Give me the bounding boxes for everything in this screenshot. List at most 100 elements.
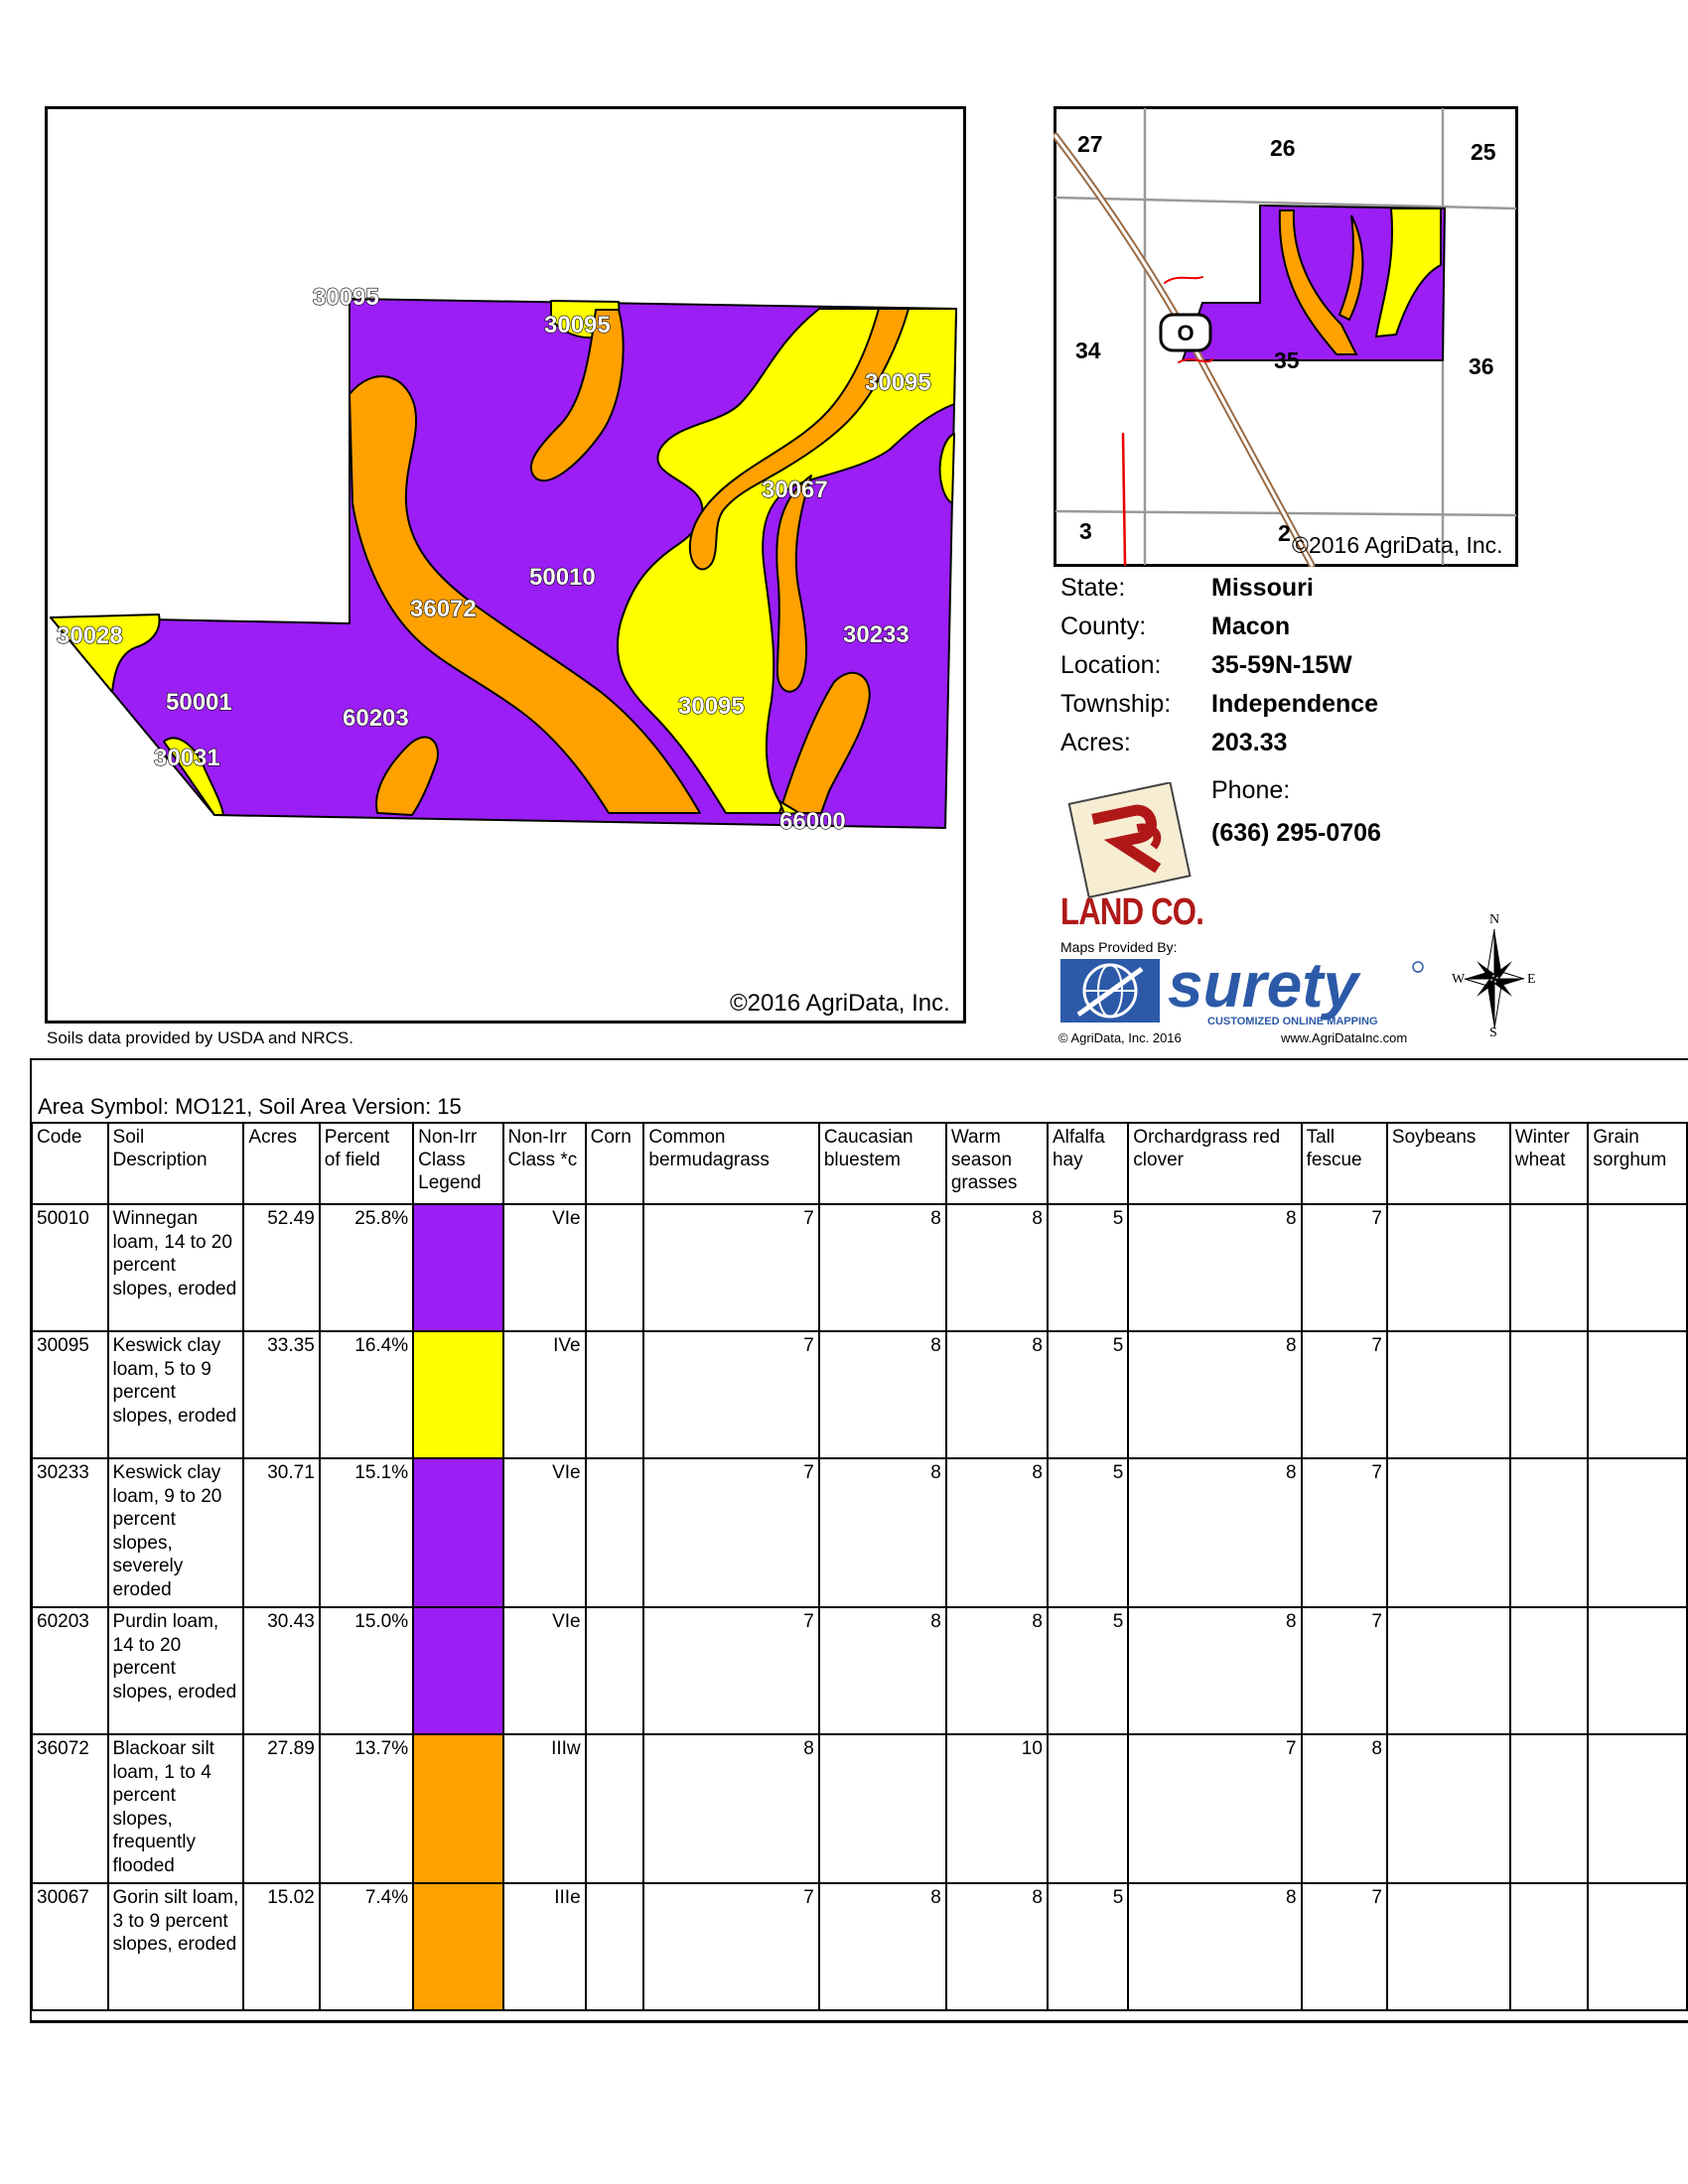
header-bermudagrass: Common bermudagrass	[642, 1122, 820, 1205]
table-row: 30233 Keswick clay loam, 9 to 20 percent …	[31, 1457, 1688, 1608]
row-tall-fescue: 7	[1300, 1330, 1388, 1459]
section-number: 25	[1471, 139, 1496, 165]
row-class: IVe	[501, 1330, 587, 1459]
row-percent: 16.4%	[318, 1330, 415, 1459]
soil-polygon-30067	[688, 308, 910, 571]
soil-label: 30028	[57, 622, 123, 649]
row-acres: 52.49	[242, 1203, 321, 1332]
row-bermudagrass: 7	[642, 1330, 820, 1459]
header-code: Code	[31, 1122, 109, 1205]
row-tall-fescue: 7	[1300, 1606, 1388, 1735]
soil-polygon-66000	[778, 800, 800, 815]
row-alfalfa: 5	[1046, 1606, 1130, 1735]
row-code: 36072	[31, 1733, 109, 1884]
row-soybeans	[1385, 1330, 1511, 1459]
header-soil-description: Soil Description	[106, 1122, 245, 1205]
state-label: State:	[1060, 574, 1126, 602]
row-alfalfa	[1046, 1733, 1130, 1884]
row-code: 30067	[31, 1882, 109, 2011]
row-orchardgrass: 8	[1127, 1203, 1303, 1332]
row-bluestem: 8	[817, 1882, 947, 2011]
row-percent: 25.8%	[318, 1203, 415, 1332]
soil-label: 36072	[410, 596, 477, 622]
section-number: 36	[1469, 353, 1494, 379]
soil-label: 66000	[779, 808, 846, 835]
acres-value: 203.33	[1211, 729, 1288, 756]
row-acres: 15.02	[242, 1882, 321, 2011]
row-percent: 15.1%	[318, 1457, 415, 1608]
row-grain-sorghum	[1587, 1733, 1688, 1884]
row-description: Keswick clay loam, 9 to 20 percent slope…	[106, 1457, 245, 1608]
soil-label: 60203	[343, 705, 409, 732]
township-label: Township:	[1060, 690, 1172, 718]
section-number: 2	[1278, 520, 1291, 546]
row-soybeans	[1385, 1733, 1511, 1884]
soil-label: 30095	[678, 693, 745, 720]
row-description: Gorin silt loam, 3 to 9 percent slopes, …	[106, 1882, 245, 2011]
row-grain-sorghum	[1587, 1606, 1688, 1735]
svg-text:E: E	[1527, 972, 1536, 987]
rp-logo	[1067, 782, 1192, 898]
soil-polygon-yellow-edge	[938, 433, 955, 504]
row-alfalfa: 5	[1046, 1457, 1130, 1608]
red-road-short	[1164, 276, 1203, 284]
row-warm-season: 8	[944, 1457, 1049, 1608]
section-number: 27	[1077, 131, 1103, 157]
row-grain-sorghum	[1587, 1457, 1688, 1608]
row-orchardgrass: 8	[1127, 1882, 1303, 2011]
row-percent: 15.0%	[318, 1606, 415, 1735]
row-soybeans	[1385, 1203, 1511, 1332]
row-code: 30233	[31, 1457, 109, 1608]
soil-label: 30233	[843, 621, 910, 648]
header-grain-sorghum: Grain sorghum	[1587, 1122, 1688, 1205]
location-map-copyright: ©2016 AgriData, Inc.	[1292, 532, 1503, 558]
surety-wordmark: surety	[1168, 955, 1362, 1021]
row-warm-season: 10	[944, 1733, 1049, 1884]
row-orchardgrass: 7	[1127, 1733, 1303, 1884]
row-winter-wheat	[1508, 1733, 1590, 1884]
row-tall-fescue: 7	[1300, 1457, 1388, 1608]
area-symbol: Area Symbol: MO121, Soil Area Version: 1…	[38, 1094, 462, 1119]
soil-polygon-30028	[50, 614, 161, 693]
row-winter-wheat	[1508, 1606, 1590, 1735]
header-nonirr-legend: Non-Irr Class Legend	[412, 1122, 504, 1205]
row-corn	[584, 1330, 645, 1459]
row-soybeans	[1385, 1457, 1511, 1608]
row-legend-swatch	[412, 1457, 504, 1608]
row-bluestem: 8	[817, 1203, 947, 1332]
row-orchardgrass: 8	[1127, 1330, 1303, 1459]
row-warm-season: 8	[944, 1882, 1049, 2011]
location-field-orange2	[1337, 214, 1364, 322]
location-field-yellow	[1374, 207, 1442, 339]
row-corn	[584, 1882, 645, 2011]
row-description: Winnegan loam, 14 to 20 percent slopes, …	[106, 1203, 245, 1332]
svg-text:W: W	[1452, 972, 1466, 987]
row-corn	[584, 1606, 645, 1735]
soil-polygon-orange-se	[778, 671, 871, 814]
soil-map: 30095 30095 30095 30067 50010 36072 3023…	[45, 106, 966, 1024]
soil-polygon-36072	[349, 375, 701, 814]
row-winter-wheat	[1508, 1457, 1590, 1608]
soil-polygon-30095-east	[616, 308, 957, 814]
header-percent: Percent of field	[318, 1122, 415, 1205]
row-alfalfa: 5	[1046, 1203, 1130, 1332]
soil-label: 50010	[529, 564, 596, 591]
row-class: VIe	[501, 1606, 587, 1735]
location-value: 35-59N-15W	[1211, 651, 1352, 679]
row-bluestem: 8	[817, 1330, 947, 1459]
row-grain-sorghum	[1587, 1330, 1688, 1459]
row-bluestem: 8	[817, 1606, 947, 1735]
table-row: 36072 Blackoar silt loam, 1 to 4 percent …	[31, 1733, 1688, 1884]
location-map: O 27 26 25 34 35 36 3 2 ©2016 AgriData, …	[1054, 106, 1518, 567]
row-tall-fescue: 7	[1300, 1203, 1388, 1332]
map-copyright: ©2016 AgriData, Inc.	[730, 990, 950, 1017]
compass-rose-icon: N S W E	[1452, 912, 1536, 1040]
table-row: 30067 Gorin silt loam, 3 to 9 percent slo…	[31, 1882, 1688, 2011]
soil-polygon-orange-branch	[529, 309, 625, 481]
row-tall-fescue: 8	[1300, 1733, 1388, 1884]
row-class: IIIw	[501, 1733, 587, 1884]
route-marker: O	[1159, 313, 1212, 352]
table-row: 50010 Winnegan loam, 14 to 20 percent slo…	[31, 1203, 1688, 1332]
row-description: Purdin loam, 14 to 20 percent slopes, er…	[106, 1606, 245, 1735]
soil-label: 30095	[865, 369, 931, 396]
